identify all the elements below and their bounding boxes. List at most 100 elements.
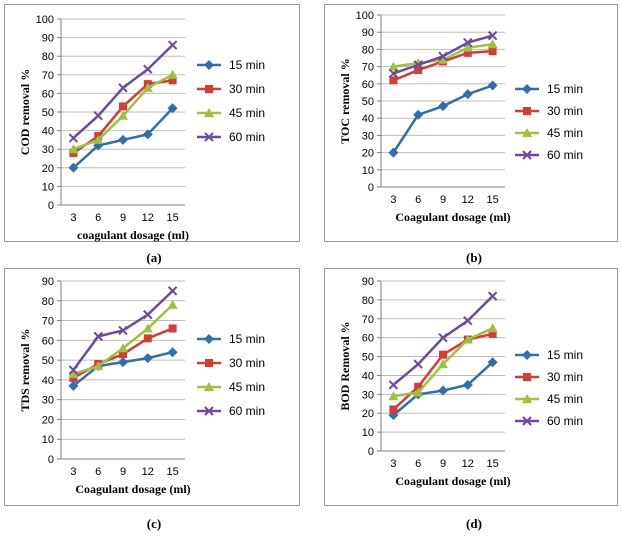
data-point bbox=[118, 343, 128, 353]
x-tick-label: 9 bbox=[440, 194, 446, 206]
data-point bbox=[438, 385, 448, 396]
data-point bbox=[68, 162, 79, 173]
data-point bbox=[438, 54, 448, 64]
legend-marker bbox=[204, 382, 214, 391]
data-point bbox=[462, 42, 473, 52]
data-point bbox=[118, 325, 128, 336]
legend-label: 60 min bbox=[229, 130, 265, 144]
x-tick-label: 6 bbox=[415, 194, 421, 206]
legend-label: 15 min bbox=[229, 58, 265, 72]
y-tick-label: 50 bbox=[42, 355, 54, 367]
y-tick-label: 10 bbox=[42, 434, 54, 446]
caption-b: (b) bbox=[466, 250, 482, 265]
y-tick-label: 90 bbox=[362, 276, 374, 288]
y-tick-label: 0 bbox=[368, 182, 374, 194]
data-point bbox=[438, 51, 448, 61]
legend-marker bbox=[523, 107, 531, 115]
legend-marker bbox=[522, 150, 532, 160]
y-tick-label: 80 bbox=[362, 295, 374, 307]
data-point bbox=[488, 47, 497, 56]
chart-d-svg: 0 10 20 30 40 50 60 70 80 90 3 6 9 12 15 Coagulant dosa… bbox=[338, 276, 583, 488]
x-tick-label: 12 bbox=[142, 212, 154, 224]
legend-label: 60 min bbox=[547, 414, 583, 428]
x-tick-label: 3 bbox=[390, 194, 396, 206]
legend-item: 60 min bbox=[197, 404, 265, 418]
y-tick-label: 10 bbox=[362, 165, 374, 177]
legend-marker bbox=[522, 84, 532, 94]
y-tick-label: 0 bbox=[48, 200, 54, 212]
x-tick-label: 9 bbox=[120, 212, 126, 224]
y-tick-label: 60 bbox=[362, 79, 374, 91]
data-point bbox=[413, 60, 423, 70]
data-point bbox=[119, 102, 127, 111]
data-point bbox=[118, 134, 128, 145]
x-tick-label: 12 bbox=[462, 458, 474, 470]
x-axis-title: Coagulant dosage (ml) bbox=[75, 482, 190, 496]
legend-marker bbox=[522, 350, 532, 360]
data-point bbox=[168, 324, 177, 333]
data-point bbox=[389, 405, 398, 414]
y-tick-label: 90 bbox=[362, 27, 374, 39]
series-3 bbox=[68, 299, 178, 378]
x-tick-label: 15 bbox=[166, 212, 178, 224]
y-tick-label: 0 bbox=[48, 454, 54, 466]
legend-marker bbox=[204, 334, 214, 344]
data-point bbox=[68, 133, 79, 143]
x-tick-label: 3 bbox=[70, 466, 76, 478]
y-tick-label: 80 bbox=[362, 44, 374, 56]
legend-item: 45 min bbox=[515, 126, 583, 140]
data-point bbox=[93, 331, 103, 342]
data-point bbox=[388, 380, 399, 390]
data-point bbox=[413, 359, 423, 369]
data-point bbox=[413, 109, 424, 120]
legend-label: 30 min bbox=[229, 82, 265, 96]
data-point bbox=[68, 144, 79, 154]
y-tick-label: 60 bbox=[42, 88, 54, 100]
data-point bbox=[93, 111, 103, 121]
x-tick-label: 9 bbox=[440, 458, 446, 470]
chart-b-svg: 0 10 20 30 40 50 60 70 80 90 100 3 6 9 12 15 Coagulant d… bbox=[338, 10, 583, 224]
legend-label: 45 min bbox=[547, 126, 583, 140]
y-axis-title: TDS removal % bbox=[18, 328, 32, 411]
data-point bbox=[143, 64, 153, 74]
data-point bbox=[487, 323, 498, 333]
x-axis-title: Coagulant dosage (ml) bbox=[395, 210, 510, 224]
legend-marker bbox=[204, 60, 214, 70]
x-axis-title: coagulant dosage (ml) bbox=[77, 228, 189, 242]
data-point bbox=[93, 134, 104, 144]
data-point bbox=[462, 379, 473, 390]
legend-item: 30 min bbox=[515, 104, 583, 118]
data-point bbox=[167, 299, 178, 309]
legend-marker bbox=[205, 85, 213, 93]
series-1 bbox=[68, 347, 178, 391]
data-point bbox=[167, 103, 178, 114]
series-1 bbox=[68, 103, 178, 173]
data-point bbox=[487, 357, 498, 368]
data-point bbox=[389, 76, 398, 85]
data-point bbox=[168, 76, 177, 85]
data-point bbox=[438, 359, 448, 369]
y-tick-label: 10 bbox=[362, 427, 374, 439]
data-point bbox=[143, 334, 152, 343]
legend-label: 30 min bbox=[547, 104, 583, 118]
y-tick-label: 70 bbox=[42, 316, 54, 328]
legend-item: 60 min bbox=[197, 130, 265, 144]
y-tick-label: 40 bbox=[42, 126, 54, 138]
legend-marker bbox=[522, 128, 532, 137]
x-tick-label: 12 bbox=[142, 466, 154, 478]
x-tick-label: 15 bbox=[486, 194, 498, 206]
legend-marker bbox=[523, 373, 531, 381]
chart-c-svg: 0 10 20 30 40 50 60 70 80 90 3 6 9 12 15 Coagulant dosa… bbox=[18, 276, 265, 496]
x-tick-label: 12 bbox=[462, 194, 474, 206]
y-tick-label: 10 bbox=[42, 181, 54, 193]
data-point bbox=[487, 39, 498, 49]
y-tick-label: 100 bbox=[356, 10, 374, 22]
y-tick-label: 20 bbox=[42, 414, 54, 426]
series-line bbox=[392, 295, 494, 386]
y-tick-label: 40 bbox=[362, 370, 374, 382]
caption-c: (c) bbox=[146, 516, 162, 531]
data-point bbox=[438, 101, 448, 112]
legend-item: 45 min bbox=[197, 106, 265, 120]
data-point bbox=[167, 40, 178, 50]
data-point bbox=[487, 30, 498, 41]
